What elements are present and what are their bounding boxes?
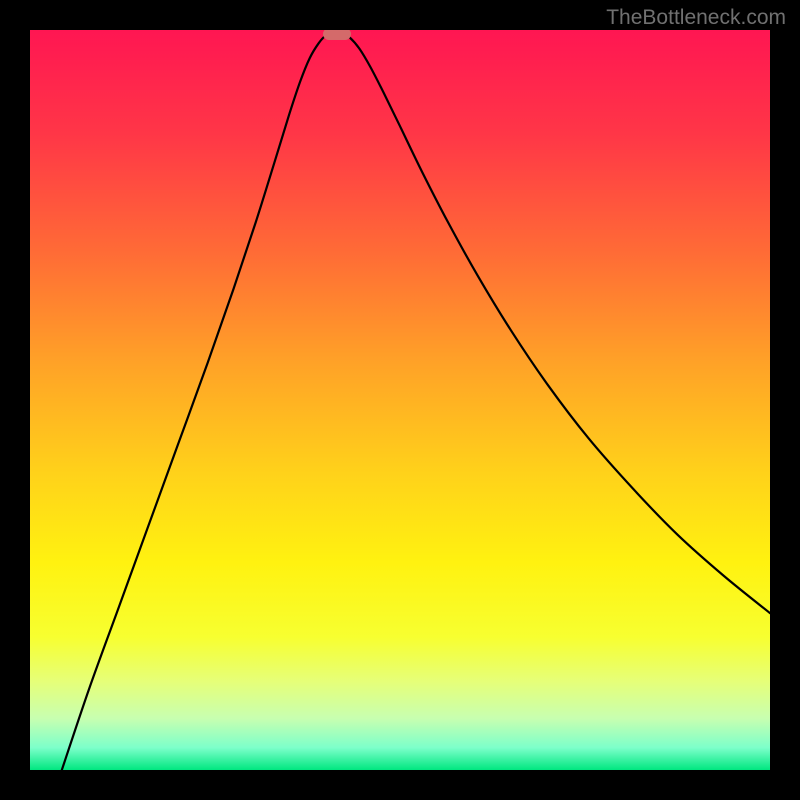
watermark-text: TheBottleneck.com — [606, 6, 786, 30]
optimum-marker — [323, 30, 351, 40]
plot-area — [30, 30, 770, 770]
bottleneck-curve — [30, 30, 770, 770]
